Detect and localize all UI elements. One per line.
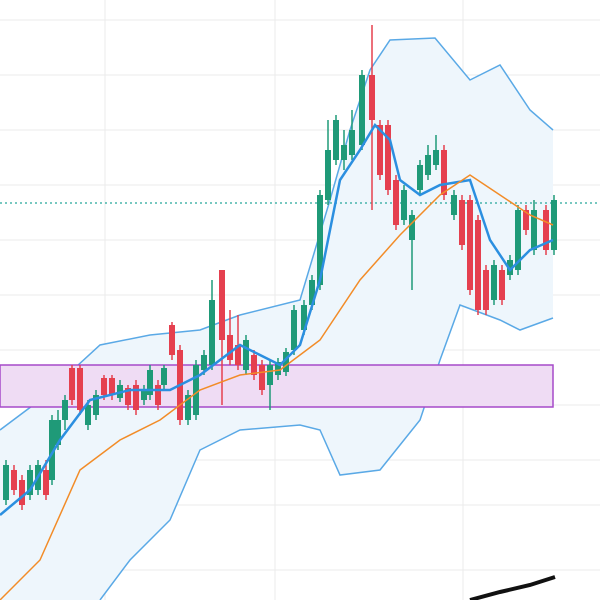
candle-body [93, 395, 99, 415]
candle-body [359, 75, 365, 145]
candle-body [385, 125, 391, 190]
candle-body [141, 390, 147, 400]
candle-body [341, 145, 347, 160]
candle-body [125, 388, 131, 405]
candle-body [193, 365, 199, 415]
candle-body [251, 355, 257, 375]
candle-body [393, 180, 399, 225]
candle-body [401, 190, 407, 220]
candle-body [507, 260, 513, 275]
candle-body [267, 365, 273, 385]
candle-body [147, 370, 153, 395]
candle-body [499, 270, 505, 300]
candle-body [491, 265, 497, 300]
candle-body [55, 420, 61, 445]
candle-body [441, 150, 447, 195]
candle-body [543, 210, 549, 250]
candle-body [69, 368, 75, 400]
candle-body [515, 210, 521, 270]
candle-body [551, 200, 557, 250]
candle-body [27, 470, 33, 495]
candle-body [49, 420, 55, 480]
candle-body [377, 125, 383, 175]
candle-body [43, 470, 49, 495]
candle-body [161, 368, 167, 385]
candle-body [425, 155, 431, 175]
candle-body [523, 210, 529, 230]
candle-body [317, 195, 323, 285]
candle-body [209, 300, 215, 365]
band-fill [0, 38, 553, 600]
candle-body [133, 385, 139, 410]
candle-body [291, 310, 297, 350]
candle-body [243, 340, 249, 370]
candle-body [85, 405, 91, 425]
candle-body [155, 385, 161, 405]
candle-body [227, 335, 233, 360]
overlay-line [0, 122, 554, 516]
candle-body [369, 75, 375, 120]
candle-body [219, 270, 225, 340]
candle-body [309, 280, 315, 305]
candle-body [259, 365, 265, 390]
candle-body [409, 215, 415, 240]
candle-body [531, 210, 537, 250]
candle-body [62, 400, 68, 420]
candle-body [275, 362, 281, 375]
candle-body [467, 200, 473, 290]
overlay-line [469, 575, 556, 600]
candle-body [101, 378, 107, 395]
candle-body [325, 150, 331, 200]
candle-body [77, 368, 83, 410]
candle-body [201, 355, 207, 370]
candle-body [169, 325, 175, 355]
candle-body [301, 305, 307, 330]
candle-body [109, 378, 115, 395]
candle-body [19, 480, 25, 505]
candle-body [11, 470, 17, 490]
candle-body [349, 130, 355, 155]
candle-body [475, 220, 481, 310]
overlay-line [0, 174, 554, 600]
upper-band [0, 37, 554, 431]
candle-body [459, 200, 465, 245]
candle-body [3, 465, 9, 500]
candle-body [483, 270, 489, 310]
candle-body [451, 195, 457, 215]
candle-body [185, 395, 191, 420]
candle-body [235, 345, 241, 365]
candle-body [433, 150, 439, 165]
candle-body [417, 165, 423, 190]
candle-body [283, 352, 289, 372]
candle-body [333, 120, 339, 160]
